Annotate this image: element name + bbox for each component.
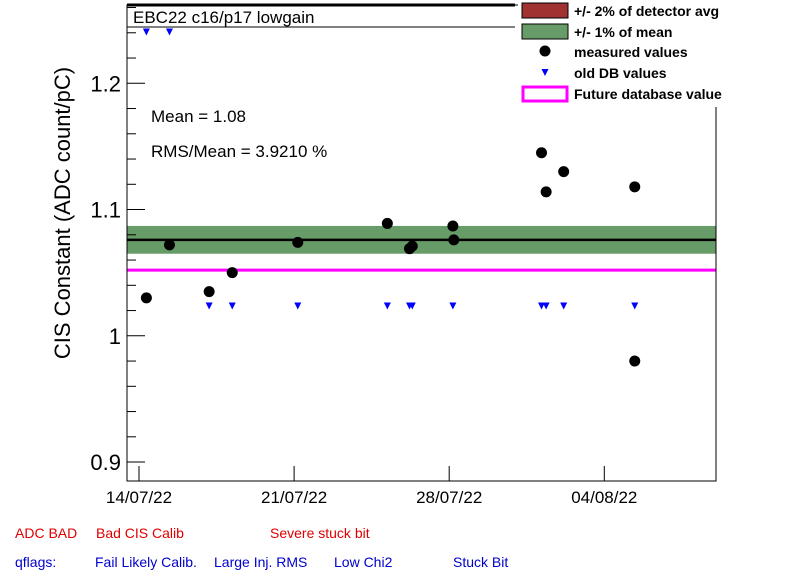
legend-label-old-db: old DB values [574,65,667,81]
flag-bad-cis-calib: Bad CIS Calib [96,525,184,541]
measured-point [447,220,459,232]
old-db-point [408,302,416,310]
legend-swatch-1pct [521,23,569,40]
band-layer [127,225,716,272]
x-tick-label: 04/08/22 [571,488,637,507]
measured-point [406,240,418,252]
measured-point [536,147,548,159]
legend-marker-old-db [541,69,549,76]
measured-point [558,166,570,178]
rms-mean-text: RMS/Mean = 3.9210 % [151,142,327,161]
y-axis-label: CIS Constant (ADC count/pC) [50,67,75,359]
flag-qflags: qflags: [15,554,57,570]
flag-severe-stuck-bit: Severe stuck bit [270,525,370,541]
legend-marker-measured [539,45,551,57]
measured-point [629,181,641,193]
y-tick-label: 1.1 [90,198,121,223]
old-db-point [294,302,302,310]
y-tick-label: 0.9 [90,450,121,475]
measured-point [448,234,460,246]
measured-point [226,267,238,279]
legend-swatch-2pct [521,2,569,19]
measured-point [292,236,304,248]
points-layer [140,28,641,367]
legend-label-measured: measured values [574,44,688,60]
old-db-point [542,302,550,310]
legend-label-1pct: +/- 1% of mean [574,24,672,40]
old-db-point [142,28,150,36]
flag-fail-likely-calib: Fail Likely Calib. [95,554,197,570]
x-tick-label: 14/07/22 [106,488,172,507]
legend-label-2pct: +/- 2% of detector avg [574,3,719,19]
old-db-point [538,302,546,310]
flag-stuck-bit: Stuck Bit [453,554,509,570]
old-db-point [228,302,236,310]
legend-label-future: Future database value [574,86,722,102]
flag-large-inj-rms: Large Inj. RMS [214,554,308,570]
old-db-point [165,28,173,36]
chart-title: EBC22 c16/p17 lowgain [133,8,314,27]
flag-low-chi2: Low Chi2 [334,554,393,570]
legend-swatch-future [521,85,569,103]
y-tick-label: 1.2 [90,71,121,96]
old-db-point [449,302,457,310]
legend: +/- 2% of detector avg +/- 1% of mean me… [518,0,722,107]
flag-adc-bad: ADC BAD [15,525,78,541]
old-db-point [631,302,639,310]
measured-point [381,217,393,229]
measured-point [140,292,152,304]
measured-point [629,355,641,367]
old-db-point [205,302,213,310]
y-tick-label: 1 [109,324,121,349]
old-db-point [560,302,568,310]
measured-point [540,186,552,198]
x-tick-label: 28/07/22 [416,488,482,507]
old-db-point [383,302,391,310]
measured-point [203,286,215,298]
x-tick-label: 21/07/22 [261,488,327,507]
axes-layer: 0.9 1 1.1 1.2 14/07/22 21/07/22 28/07/22 04/08/… [90,3,717,507]
mean-text: Mean = 1.08 [151,107,246,126]
measured-point [163,239,175,251]
